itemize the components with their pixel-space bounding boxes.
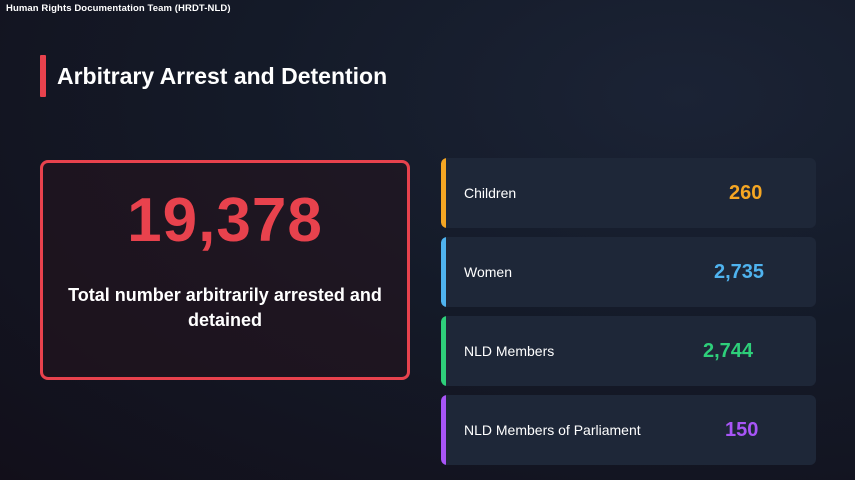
- stat-label-women: Women: [464, 264, 512, 280]
- total-arrests-value: 19,378: [127, 186, 323, 255]
- stat-card-children: Children 260: [441, 158, 816, 228]
- total-arrests-card: 19,378 Total number arbitrarily arrested…: [40, 160, 410, 380]
- page-header: Arbitrary Arrest and Detention: [40, 55, 387, 97]
- stat-value-women: 2,735: [714, 260, 765, 283]
- total-arrests-label: Total number arbitrarily arrested and de…: [68, 285, 382, 330]
- stat-accent-bar: [441, 395, 446, 465]
- organization-label: Human Rights Documentation Team (HRDT-NL…: [6, 3, 231, 14]
- stat-card-nld-mps: NLD Members of Parliament 150: [441, 395, 816, 465]
- stat-value-nld-members: 2,744: [703, 339, 754, 362]
- stat-card-nld-members: NLD Members 2,744: [441, 316, 816, 386]
- stat-label-nld-members: NLD Members: [464, 343, 555, 359]
- title-accent-bar: [40, 55, 46, 97]
- page-title: Arbitrary Arrest and Detention: [57, 62, 388, 89]
- stat-label-nld-mps: NLD Members of Parliament: [464, 422, 641, 438]
- stat-accent-bar: [441, 237, 446, 307]
- stat-value-nld-mps: 150: [725, 418, 759, 441]
- stat-accent-bar: [441, 158, 446, 228]
- stat-value-children: 260: [729, 181, 763, 204]
- stat-accent-bar: [441, 316, 446, 386]
- stat-label-children: Children: [464, 185, 517, 201]
- stat-card-women: Women 2,735: [441, 237, 816, 307]
